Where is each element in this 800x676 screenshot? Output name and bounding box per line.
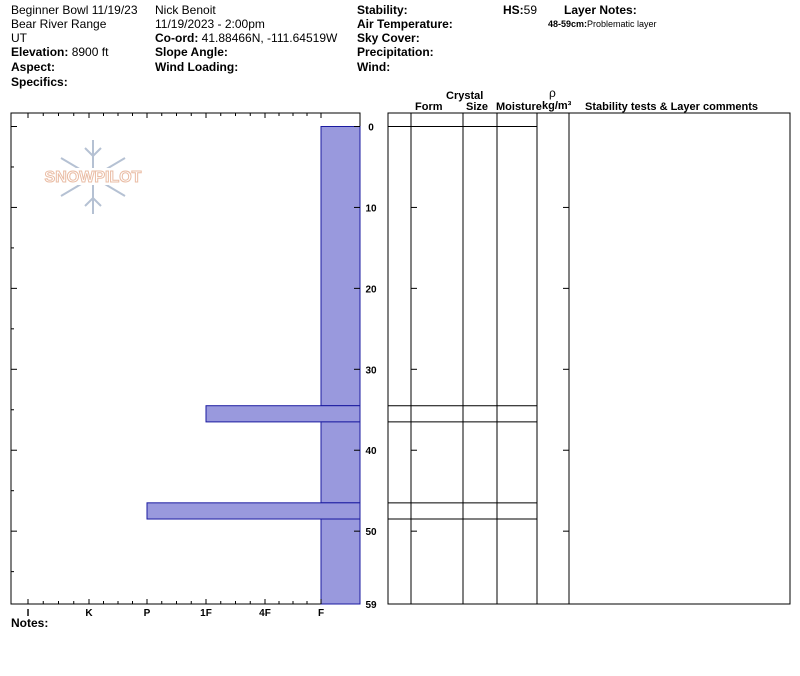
- notes-label: Notes:: [11, 616, 49, 630]
- table-depth-ticks: [411, 206, 569, 532]
- stability-label: Stability:: [357, 3, 408, 17]
- hardness-bar: [320, 126, 361, 407]
- depth-tick-label: 20: [365, 284, 377, 295]
- density-symbol: ρ: [549, 86, 556, 100]
- depth-tick-label: 40: [365, 446, 377, 457]
- hardness-bar: [205, 405, 361, 423]
- snow-height: HS:59: [503, 3, 537, 17]
- hardness-frame: [10, 112, 361, 605]
- precipitation-label: Precipitation:: [357, 45, 434, 59]
- wind-loading-label: Wind Loading:: [155, 60, 239, 74]
- hardness-tick-label: P: [144, 608, 151, 619]
- hardness-tick-label: F: [318, 608, 324, 619]
- layer-note-range: 48-59cm:: [548, 19, 588, 29]
- hs-label: HS:: [503, 3, 524, 17]
- hardness-bar: [320, 421, 361, 504]
- form-header: Form: [415, 101, 443, 113]
- crystal-header: Crystal: [446, 90, 484, 102]
- specifics-label: Specifics:: [11, 75, 68, 89]
- hardness-tick-label: 1F: [200, 608, 212, 619]
- logo-text: SNOWPILOT: [45, 169, 142, 186]
- elevation-value: 8900 ft: [71, 45, 109, 59]
- layer-table: [387, 112, 791, 605]
- size-header: Size: [466, 101, 489, 113]
- hardness-tick-label: I: [27, 608, 30, 619]
- depth-tick-label: 10: [365, 203, 377, 214]
- state: UT: [11, 31, 27, 45]
- hardness-bars: [146, 126, 361, 605]
- depth-tick-label: 59: [365, 600, 377, 611]
- wind-label: Wind:: [357, 60, 391, 74]
- snowpilot-logo: SNOWPILOT: [32, 140, 155, 214]
- layer-notes-label: Layer Notes:: [564, 3, 637, 17]
- observation-datetime: 11/19/2023 - 2:00pm: [155, 17, 265, 31]
- moisture-header: Moisture: [496, 101, 542, 113]
- comments-header: Stability tests & Layer comments: [585, 101, 759, 113]
- site-name-date: Beginner Bowl 11/19/23: [11, 3, 138, 17]
- density-unit-header: kg/m³: [542, 100, 572, 112]
- elevation: Elevation: 8900 ft: [11, 45, 108, 59]
- air-temperature-label: Air Temperature:: [357, 17, 453, 31]
- hs-value: 59: [523, 3, 538, 17]
- depth-tick-label: 50: [365, 527, 377, 538]
- coordinates: Co-ord: 41.88466N, -111.64519W: [155, 31, 337, 45]
- hardness-tick-label: 4F: [259, 608, 271, 619]
- hardness-bar: [320, 518, 361, 605]
- coord-value: 41.88466N, -111.64519W: [201, 31, 338, 45]
- observer-name: Nick Benoit: [155, 3, 216, 17]
- layer-boundaries: [388, 126, 537, 520]
- layer-note-text: Problematic layer: [587, 19, 657, 29]
- depth-tick-label: 0: [368, 123, 374, 134]
- hardness-axis: I K P 1F 4F F: [27, 113, 324, 619]
- coord-label: Co-ord:: [155, 31, 199, 45]
- depth-axis: 0 10 20 30 40 50 59: [11, 123, 377, 611]
- aspect-label: Aspect:: [11, 60, 56, 74]
- sky-cover-label: Sky Cover:: [357, 31, 420, 45]
- table-frame: [387, 112, 791, 605]
- hardness-bar: [146, 502, 361, 520]
- depth-tick-label: 30: [365, 365, 377, 376]
- elevation-label: Elevation:: [11, 45, 69, 59]
- slope-angle-label: Slope Angle:: [155, 45, 228, 59]
- mountain-range: Bear River Range: [11, 17, 107, 31]
- hardness-tick-label: K: [85, 608, 93, 619]
- layer-note: 48-59cm:Problematic layer: [548, 19, 657, 30]
